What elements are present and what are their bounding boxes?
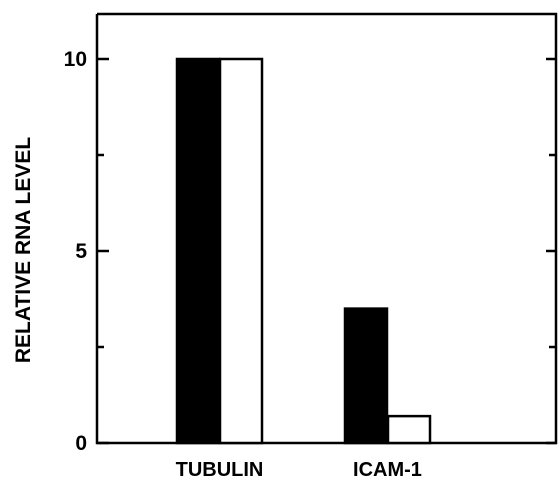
x-category-label: ICAM-1 — [353, 459, 422, 479]
labels: 0 5 10 TUBULIN ICAM-1 RELATIVE RNA LEVEL — [12, 48, 422, 479]
axes-frame — [95, 12, 558, 445]
y-tick-label: 5 — [75, 240, 87, 263]
axes — [95, 12, 558, 445]
bar-tubulin-series-1 — [175, 57, 221, 445]
bar-tubulin-series-2 — [218, 57, 264, 445]
y-axis-label: RELATIVE RNA LEVEL — [12, 137, 35, 364]
y-tick-label: 0 — [75, 432, 87, 455]
bars — [175, 57, 432, 445]
bar-icam-1-series-1 — [343, 307, 389, 445]
x-category-label: TUBULIN — [176, 459, 264, 479]
y-tick-label: 10 — [64, 48, 87, 71]
bar-icam-1-series-2 — [386, 414, 432, 445]
